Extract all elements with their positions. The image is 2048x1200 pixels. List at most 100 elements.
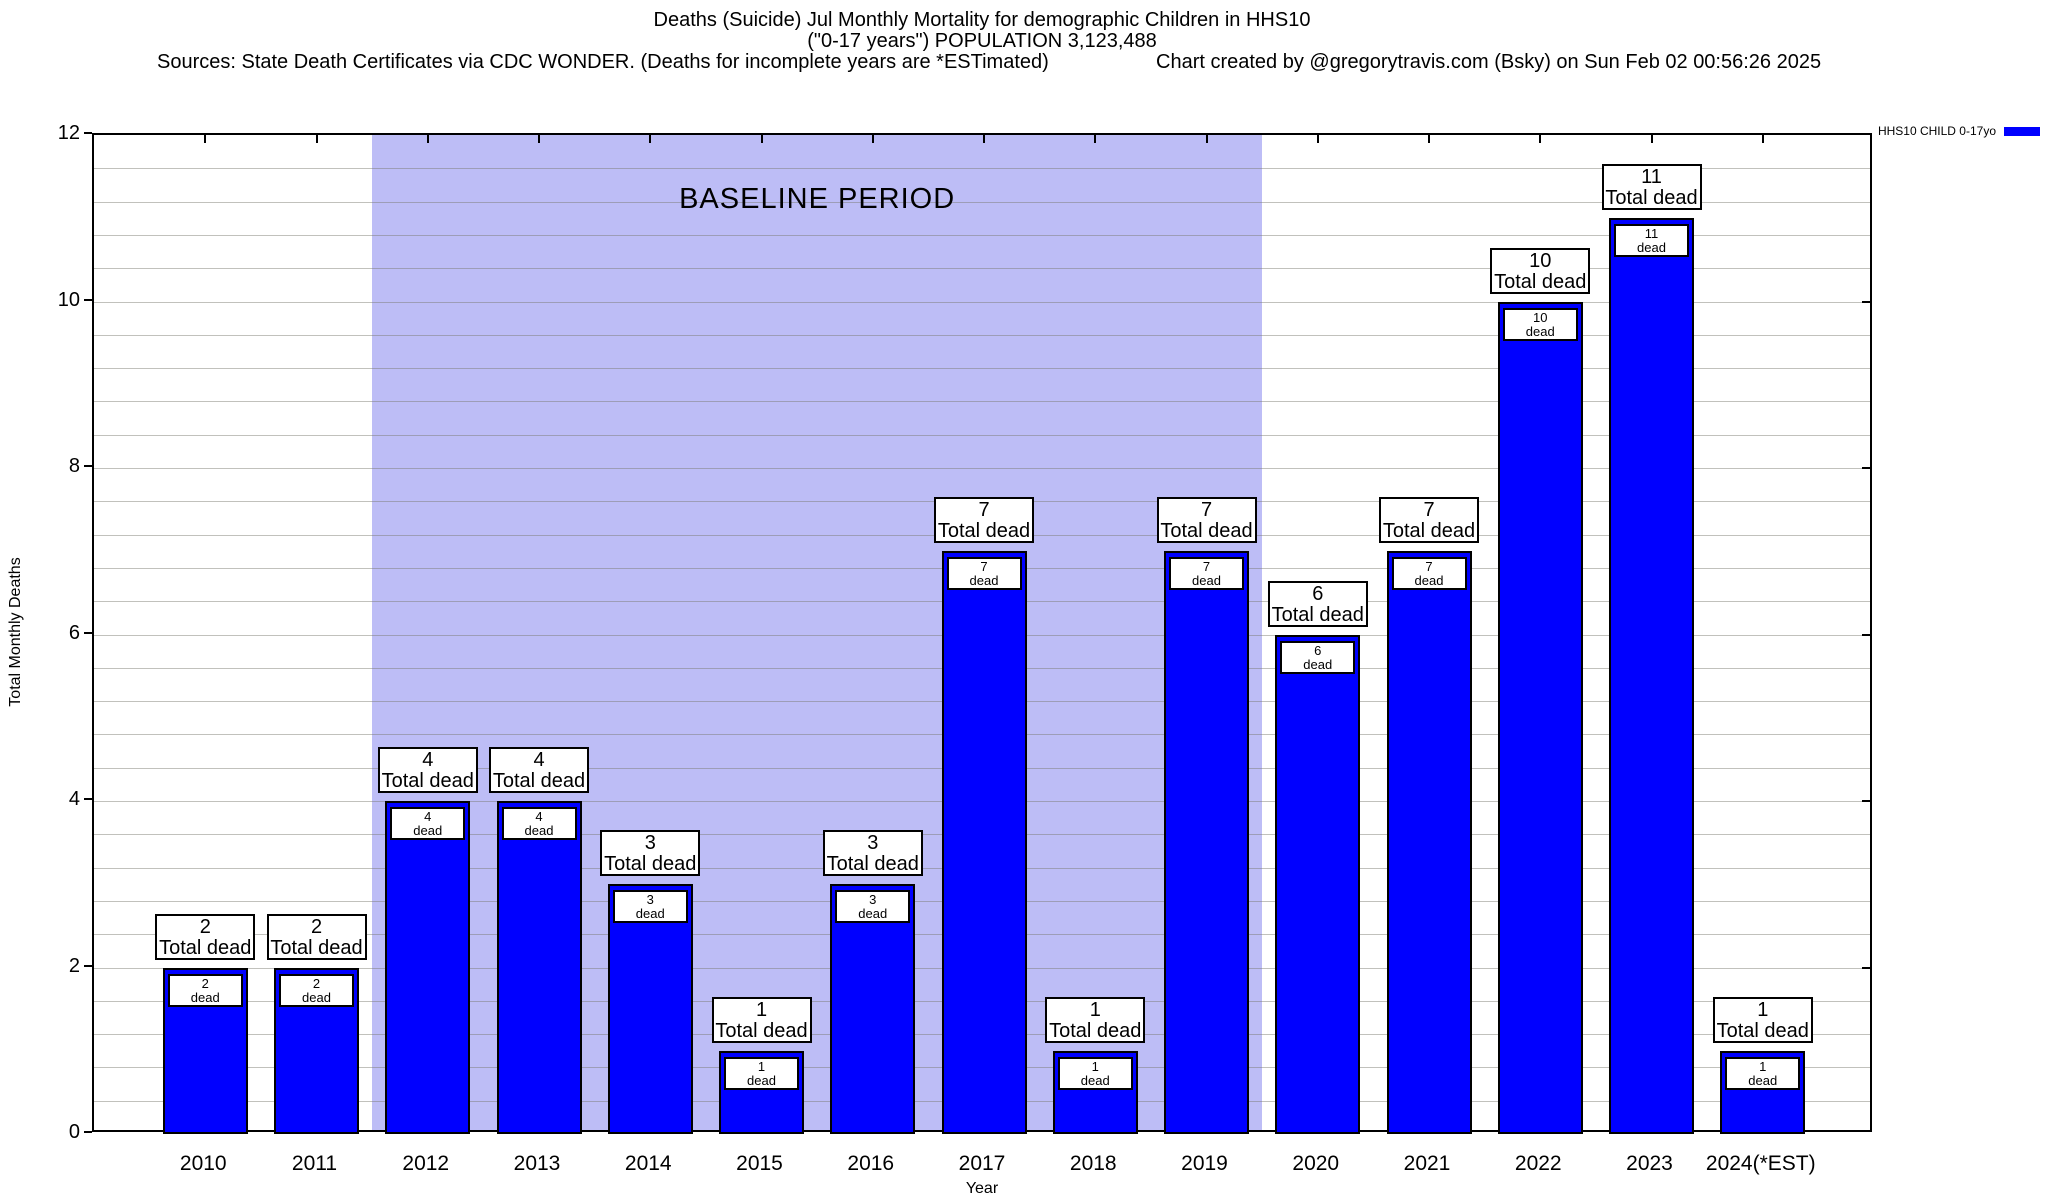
bar-inner-value: 1 — [1759, 1058, 1767, 1074]
y-tick-mark-left — [84, 1131, 92, 1133]
bar-total-caption: Total dead — [1049, 1019, 1142, 1042]
y-tick-label: 10 — [57, 288, 80, 311]
x-tick-label: 2019 — [1181, 1152, 1228, 1175]
y-tick-mark-left — [84, 964, 92, 967]
bar-total-value: 7 — [1423, 499, 1435, 522]
chart-title-line2: ("0-17 years") POPULATION 3,123,488 — [807, 30, 1157, 52]
bar-total-caption: Total dead — [1382, 520, 1476, 543]
bar-total-label: 4 Total dead — [489, 747, 589, 793]
bar-total-caption: Total dead — [1494, 270, 1587, 293]
y-tick-mark-right — [1862, 633, 1870, 636]
y-tick-mark-left — [84, 132, 92, 134]
legend-series-label: HHS10 CHILD 0-17yo — [1877, 124, 1996, 138]
x-tick-label: 2011 — [291, 1152, 338, 1175]
bar-inner-value: 4 — [424, 809, 432, 824]
bar-total-value: 4 — [422, 749, 434, 771]
bar-inner-value: 11 — [1644, 226, 1659, 242]
x-tick-label: 2012 — [402, 1152, 450, 1175]
bar-total-label: 3 Total dead — [822, 830, 923, 877]
bar-total-label: 3 Total dead — [600, 830, 701, 877]
x-tick-mark-top — [1761, 135, 1764, 143]
bar-total-label: 11 Total dead — [1601, 164, 1702, 211]
bar-total-value: 1 — [755, 998, 768, 1021]
x-tick-mark-top — [983, 135, 985, 143]
x-tick-label: 2014 — [624, 1152, 672, 1175]
y-tick-label: 12 — [57, 122, 80, 144]
bar-total-value: 7 — [1200, 499, 1213, 522]
y-tick-label: 0 — [68, 1121, 80, 1143]
y-tick-mark-left — [84, 798, 92, 800]
bar-inner-caption: dead (100%) — [1408, 573, 1450, 589]
chart-credit-note: Chart created by @gregorytravis.com (Bsk… — [1156, 51, 1822, 73]
bar-total-caption: Total dead — [1160, 520, 1253, 543]
bar-inner-caption: dead (100%) — [407, 823, 449, 838]
bar-inner-caption: dead (100%) — [1186, 573, 1228, 589]
gridline — [94, 301, 1870, 303]
x-tick-mark-top — [649, 135, 652, 143]
chart-title-line1: Deaths (Suicide) Jul Monthly Mortality f… — [653, 9, 1311, 31]
x-tick-mark-top — [1650, 135, 1653, 143]
x-tick-mark-top — [871, 135, 874, 143]
gridline — [94, 268, 1870, 270]
bar-inner-value: 7 — [1202, 559, 1211, 575]
y-tick-mark-right — [1862, 467, 1870, 469]
gridline — [94, 201, 1870, 203]
bar-inner-value: 3 — [869, 892, 877, 908]
bar-total-caption: Total dead — [1271, 603, 1364, 626]
bar-total-label: 6 Total dead — [1267, 580, 1368, 627]
bar-inner-caption: dead (100%) — [296, 989, 338, 1005]
x-tick-label: 2023 — [1626, 1152, 1673, 1175]
bar-inner-value: 7 — [1425, 559, 1433, 575]
bar-inner-caption: dead (100%) — [1742, 1072, 1784, 1088]
bar-inner-value: 3 — [646, 892, 654, 908]
bar-total-label: 1 Total dead — [1045, 996, 1146, 1043]
bar-inner-caption: dead (100%) — [518, 823, 560, 838]
gridline — [94, 334, 1870, 336]
y-tick-mark-right — [1862, 966, 1870, 969]
bar-inner-caption: dead (100%) — [963, 573, 1005, 589]
bar-inner-value: 7 — [980, 559, 988, 575]
bar-total-caption: Total dead — [604, 853, 697, 876]
x-tick-label: 2021 — [1403, 1152, 1451, 1175]
bar-total-caption: Total dead — [937, 520, 1031, 543]
x-tick-label: 2016 — [847, 1152, 895, 1175]
bar-total-label: 7 Total dead — [1379, 497, 1479, 544]
y-tick-mark-left — [84, 631, 92, 634]
bar-inner-caption: dead (100%) — [1074, 1072, 1116, 1088]
x-axis-title: Year — [965, 1180, 999, 1197]
bar-inner-caption: dead (100%) — [1519, 323, 1561, 339]
bar-total-label: 2 Total dead — [266, 913, 367, 960]
x-tick-mark-top — [426, 135, 429, 143]
y-tick-mark-left — [84, 298, 92, 301]
bar-total-label: 1 Total dead — [711, 996, 812, 1043]
bar-inner-value: 1 — [1091, 1058, 1099, 1074]
bar-total-caption: Total dead — [492, 770, 586, 792]
bar-total-label: 7 Total dead — [934, 497, 1034, 544]
gridline — [94, 468, 1870, 469]
bar-total-value: 3 — [867, 832, 879, 855]
baseline-period-label: BASELINE PERIOD — [679, 183, 956, 215]
bar-total-value: 10 — [1529, 249, 1552, 272]
bar-total-value: 11 — [1641, 166, 1662, 189]
bar-inner-caption: dead (100%) — [1297, 656, 1339, 672]
bar-total-label: 10 Total dead — [1490, 247, 1591, 294]
